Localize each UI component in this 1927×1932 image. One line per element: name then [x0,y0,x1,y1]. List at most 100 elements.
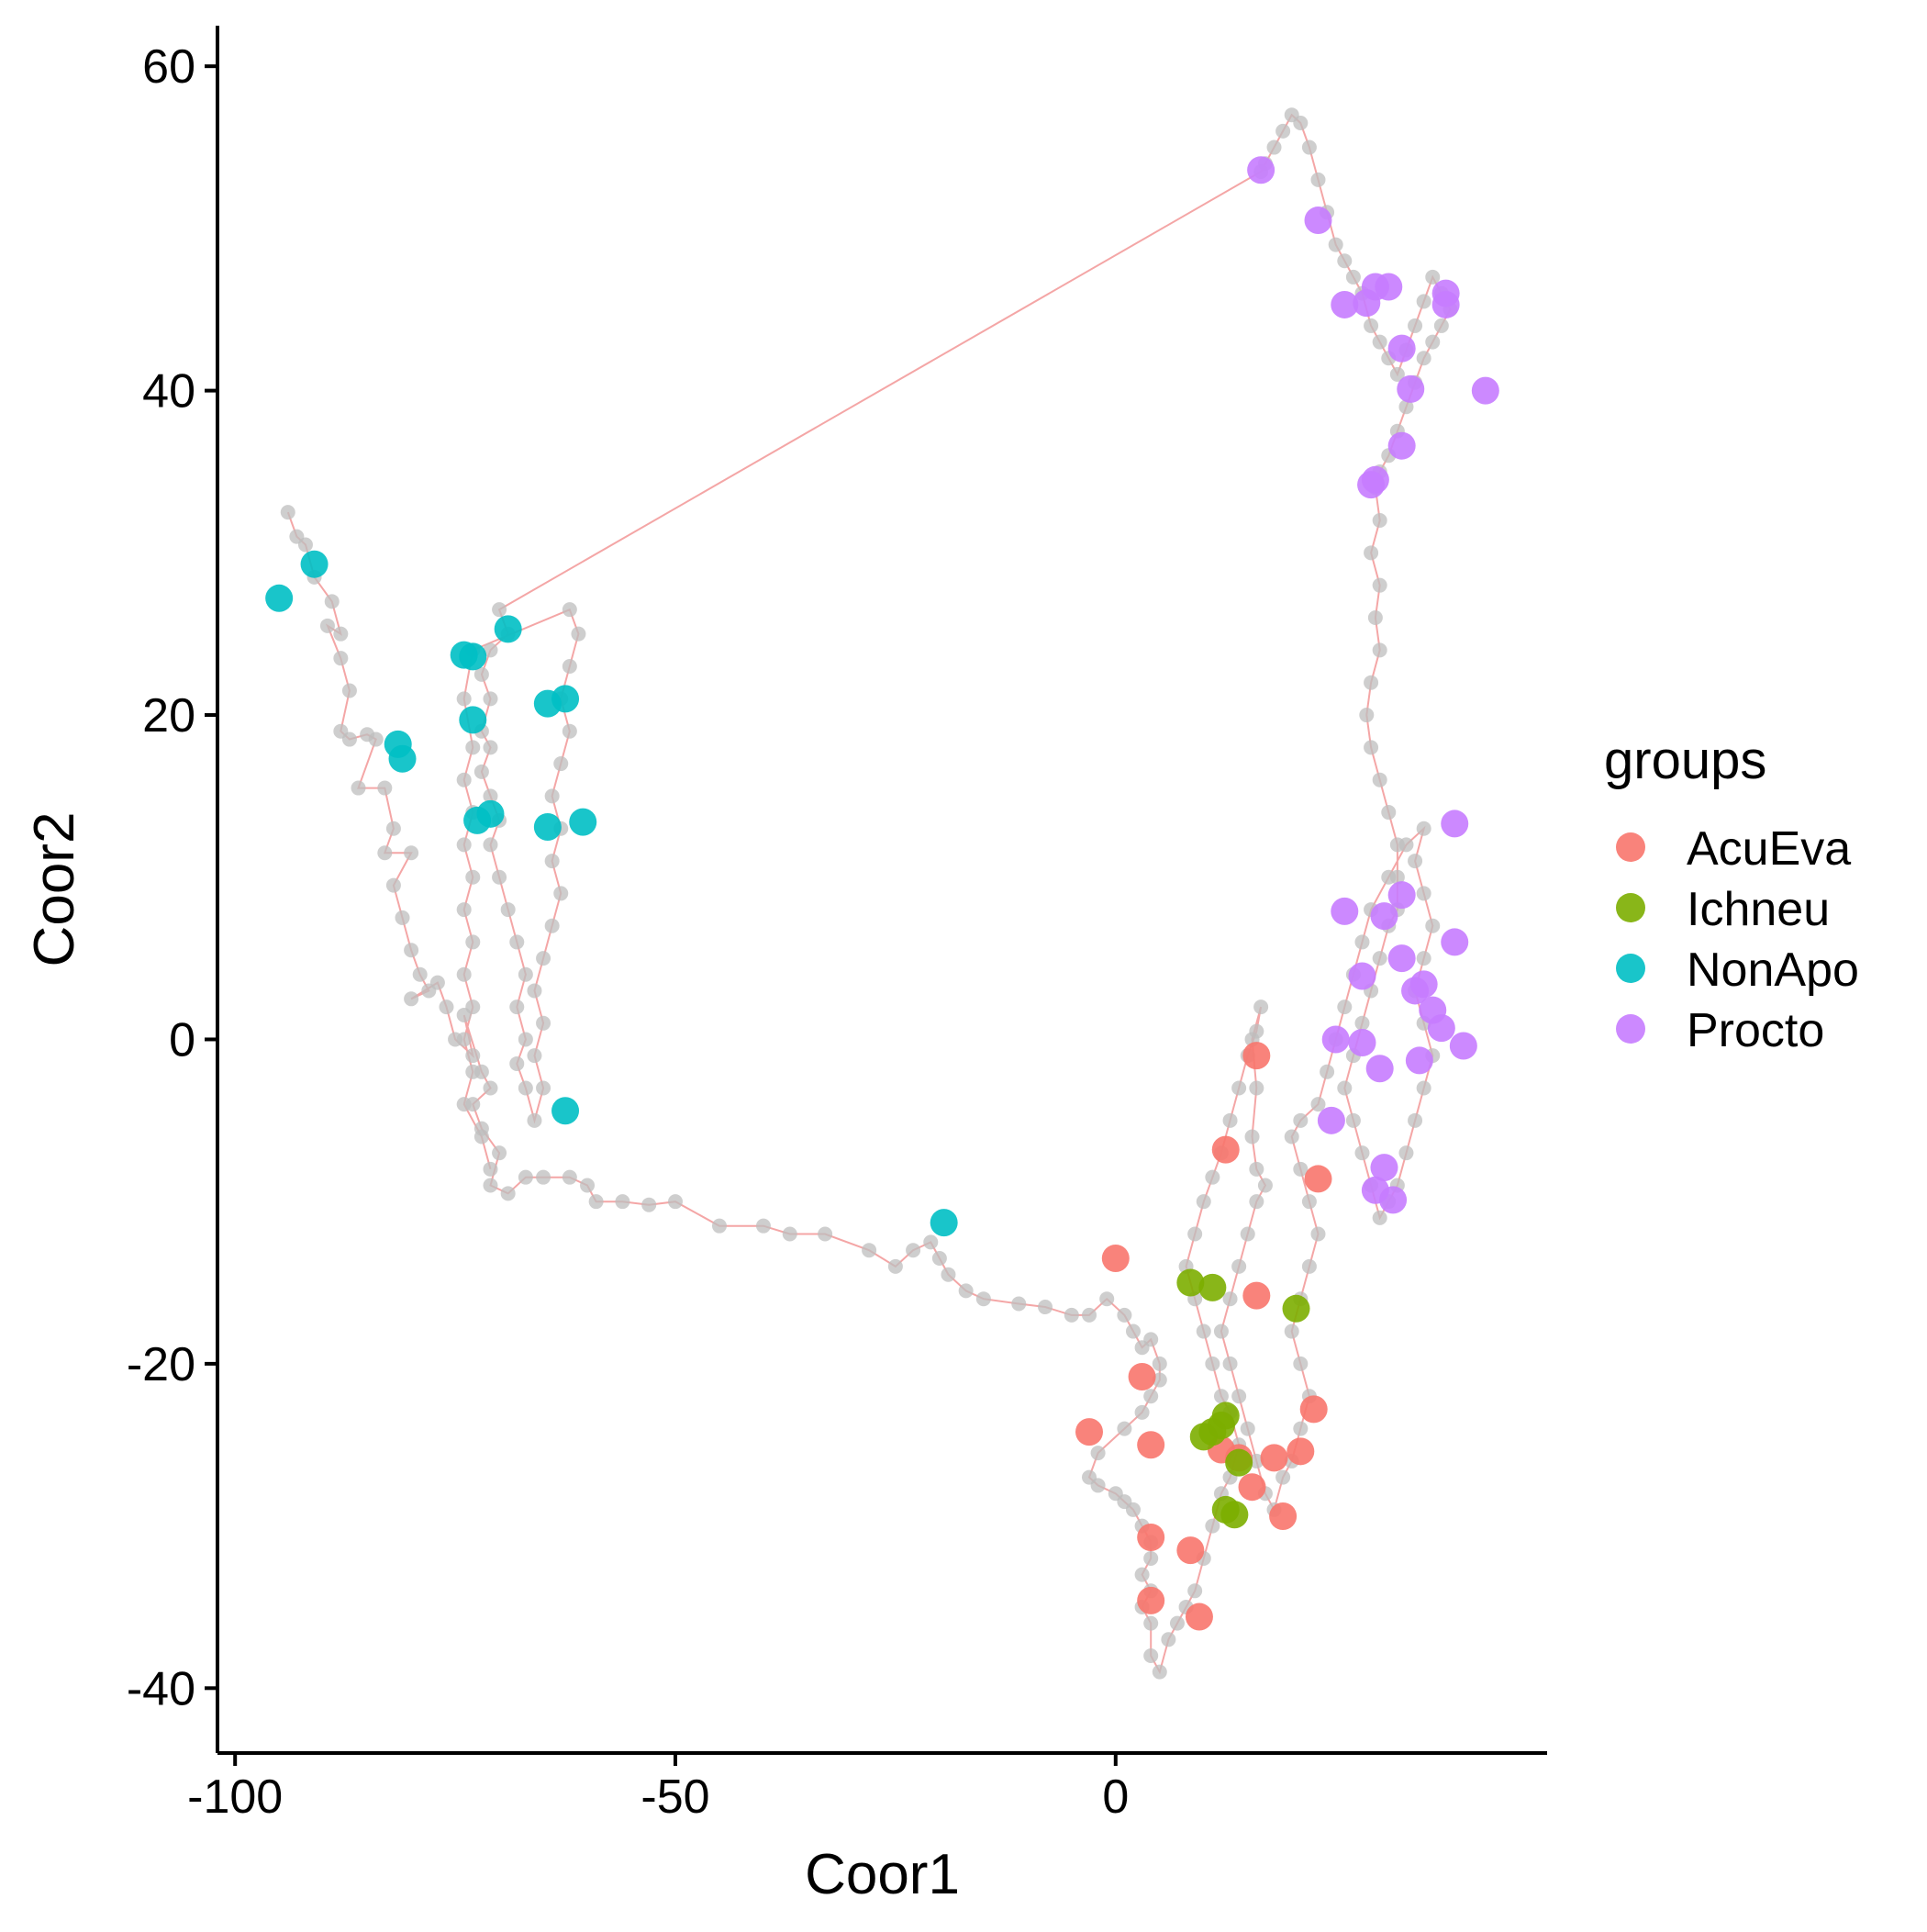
trajectory-point [1359,708,1375,723]
trajectory-point [1416,886,1431,901]
trajectory-point [456,772,472,787]
point-acueva [1238,1473,1266,1502]
x-tick-label: -50 [640,1770,709,1824]
point-acueva [1137,1431,1165,1459]
y-tick-label: -40 [127,1662,195,1715]
trajectory-point [1389,837,1405,853]
trajectory-point [1143,1647,1159,1663]
trajectory-lines [286,113,1452,1675]
point-acueva [1211,1135,1240,1164]
trajectory-point [1364,545,1379,561]
trajectory-point [1354,934,1370,950]
trajectory-point [1345,1112,1361,1128]
trajectory-point [958,1283,974,1299]
trajectory-points [280,107,1458,1680]
trajectory-point [456,1097,472,1112]
trajectory-point [1408,854,1423,869]
trajectory-point [1244,1129,1260,1145]
trajectory-point [1337,1000,1353,1015]
trajectory-point [377,780,393,796]
trajectory-point [1231,1389,1247,1404]
point-nonapo [494,615,522,643]
trajectory-point [500,902,516,918]
trajectory-point [562,723,577,739]
trajectory-point [1240,1421,1255,1436]
trajectory-point [580,1178,596,1193]
y-axis-title: Coor2 [23,812,86,967]
y-axis-ticks: 60 40 20 0 -20 -40 [127,40,217,1715]
series-ichneu [1176,1268,1310,1529]
trajectory-point [483,1080,498,1096]
trajectory-point [1310,172,1326,187]
trajectory-point [1253,1000,1269,1015]
trajectory-point [456,691,472,707]
trajectory-point [1293,1421,1309,1436]
trajectory-point [509,1000,525,1015]
point-procto [1353,289,1381,318]
trajectory-point [553,886,569,901]
trajectory-point [492,1145,507,1161]
trajectory-point [1143,1389,1159,1404]
trajectory-point [1038,1300,1053,1315]
trajectory-point [1169,1615,1185,1631]
trajectory-point [404,991,419,1007]
trajectory-point [333,626,349,642]
trajectory-point [1090,1478,1106,1493]
trajectory-point [1408,1112,1423,1128]
trajectory-point [615,1194,630,1210]
axes: -100 -50 0 60 40 20 0 -20 -40 Coor1 Coor2 [23,26,1547,1906]
x-axis-title: Coor1 [805,1843,960,1906]
trajectory-point [1416,351,1431,366]
trajectory-point [483,837,498,853]
point-nonapo [459,706,487,734]
point-nonapo [569,808,597,836]
trajectory-point [536,951,551,966]
point-ichneu [1220,1501,1249,1529]
trajectory-point [1143,1615,1159,1631]
trajectory-point [1284,107,1299,123]
trajectory-point [465,1048,481,1064]
trajectory-point [1372,334,1387,350]
trajectory-point [297,537,313,553]
trajectory-point [1231,1080,1247,1096]
trajectory-point [1354,1145,1370,1161]
trajectory-point [562,602,577,618]
trajectory-point [1231,1258,1247,1274]
trajectory-point [527,983,542,999]
point-procto [1348,1028,1376,1056]
trajectory-point [1320,1064,1335,1079]
point-ichneu [1225,1448,1253,1477]
y-tick-label: 40 [142,365,195,419]
trajectory-point [518,1032,533,1047]
trajectory-point [667,1194,683,1210]
trajectory-point [1372,577,1387,593]
legend-key-nonapo [1616,954,1645,983]
trajectory-point [1416,294,1431,309]
trajectory-point [518,1169,533,1185]
trajectory-point [544,788,560,804]
trajectory-point [527,1112,542,1128]
trajectory-point [1222,1291,1238,1307]
trajectory-point [1433,318,1449,333]
point-nonapo [300,550,329,578]
trajectory-point [341,731,357,747]
trajectory-point [1293,1356,1309,1371]
trajectory-point [456,902,472,918]
trajectory-point [1301,140,1317,155]
trajectory-point [1293,1161,1309,1177]
point-procto [1401,977,1430,1005]
point-acueva [1137,1586,1165,1614]
trajectory-point [473,764,489,779]
trajectory-point [1064,1307,1079,1323]
trajectory-point [439,1000,454,1015]
point-nonapo [463,806,492,834]
trajectory-point [1187,1583,1203,1599]
trajectory-point [1134,1404,1150,1420]
trajectory-point [456,1032,472,1047]
trajectory-point [1152,1356,1167,1371]
trajectory-point [571,626,586,642]
trajectory-point [1249,1453,1264,1469]
point-nonapo [459,642,487,671]
legend-label-acueva: AcuEva [1687,822,1851,876]
